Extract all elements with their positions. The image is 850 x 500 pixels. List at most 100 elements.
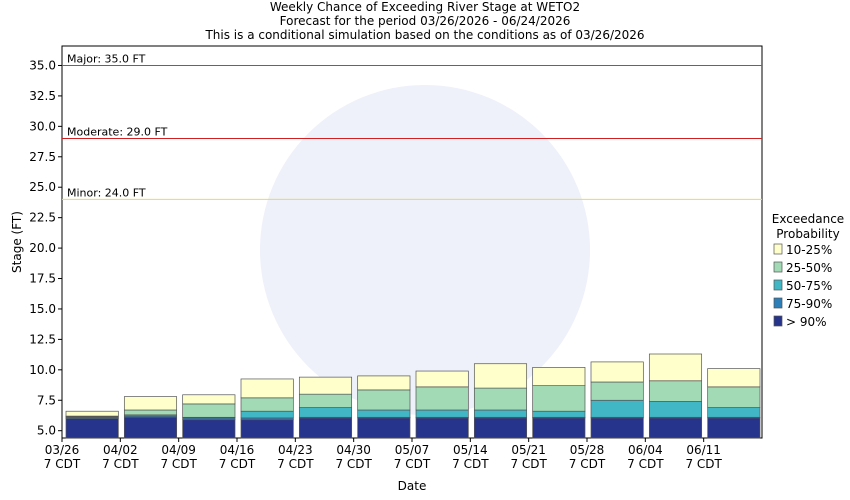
bar-segment	[298, 376, 353, 395]
bar-segment	[707, 386, 761, 408]
bar-segment	[240, 410, 294, 419]
bar-segment	[240, 397, 294, 412]
bar-segment	[123, 409, 178, 416]
y-tick-label: 10.0	[29, 363, 56, 377]
bar-segment	[182, 394, 236, 405]
bar-segment	[648, 417, 703, 439]
legend-label: 10-25%	[786, 243, 832, 257]
y-tick-label: 20.0	[29, 241, 56, 255]
x-tick-sublabel: 7 CDT	[685, 457, 722, 471]
bar-segment	[240, 419, 294, 439]
bar-segment	[357, 375, 411, 391]
chart-subtitle: Forecast for the period 03/26/2026 - 06/…	[280, 14, 571, 28]
bar-segment	[532, 417, 586, 439]
legend-label: 25-50%	[786, 261, 832, 275]
bar-segment	[65, 410, 119, 417]
y-tick-label: 27.5	[29, 150, 56, 164]
bar-segment	[590, 399, 644, 418]
bar-segment	[298, 393, 353, 408]
x-tick-sublabel: 7 CDT	[452, 457, 489, 471]
x-tick-sublabel: 7 CDT	[219, 457, 256, 471]
threshold-label: Major: 35.0 FT	[67, 52, 146, 65]
legend-swatch	[773, 243, 783, 255]
bar-segment	[532, 385, 586, 412]
y-tick-label: 15.0	[29, 302, 56, 316]
bar-segment	[590, 361, 644, 383]
x-tick-sublabel: 7 CDT	[277, 457, 314, 471]
bar-segment	[298, 407, 353, 418]
legend-label: 75-90%	[786, 297, 832, 311]
x-tick-sublabel: 7 CDT	[102, 457, 139, 471]
x-tick-label: 06/04	[628, 443, 663, 457]
bar-segment	[648, 353, 703, 382]
x-tick-label: 05/14	[453, 443, 488, 457]
x-tick-label: 04/02	[103, 443, 138, 457]
y-tick-label: 12.5	[29, 332, 56, 346]
x-tick-sublabel: 7 CDT	[569, 457, 606, 471]
bar-segment	[707, 417, 761, 439]
bar-segment	[123, 396, 178, 411]
y-axis-label: Stage (FT)	[10, 211, 24, 273]
bar-segment	[473, 363, 528, 389]
y-tick-label: 35.0	[29, 58, 56, 72]
bar-segment	[240, 378, 294, 399]
bar-segment	[473, 409, 528, 418]
y-tick-label: 30.0	[29, 119, 56, 133]
x-tick-label: 05/07	[395, 443, 430, 457]
legend-label: 50-75%	[786, 279, 832, 293]
y-tick-label: 32.5	[29, 89, 56, 103]
x-tick-label: 04/09	[161, 443, 196, 457]
bar-segment	[357, 409, 411, 418]
bar-segment	[590, 381, 644, 401]
bar-segment	[707, 407, 761, 418]
watermark	[260, 85, 590, 415]
x-tick-label: 03/26	[45, 443, 80, 457]
x-tick-label: 05/21	[511, 443, 546, 457]
chart-title: Weekly Chance of Exceeding River Stage a…	[270, 0, 580, 14]
legend-title: Exceedance Probability	[771, 212, 845, 241]
bar-segment	[182, 403, 236, 418]
bar-segment	[182, 419, 236, 439]
y-tick-label: 5.0	[37, 424, 56, 438]
x-tick-label: 04/23	[278, 443, 313, 457]
legend-swatch	[773, 315, 783, 327]
chart-note: This is a conditional simulation based o…	[204, 28, 644, 42]
bar-segment	[648, 401, 703, 418]
legend-swatch	[773, 261, 783, 273]
x-tick-label: 05/28	[570, 443, 605, 457]
y-tick-label: 22.5	[29, 211, 56, 225]
legend-label: > 90%	[786, 315, 827, 329]
x-tick-sublabel: 7 CDT	[335, 457, 372, 471]
bar-segment	[532, 367, 586, 387]
legend-swatch	[773, 279, 783, 291]
bar-segment	[298, 417, 353, 439]
x-tick-sublabel: 7 CDT	[510, 457, 547, 471]
bar-segment	[415, 409, 469, 418]
bar-segment	[415, 370, 469, 388]
x-tick-label: 06/11	[686, 443, 721, 457]
bar-segment	[357, 389, 411, 411]
y-tick-label: 17.5	[29, 272, 56, 286]
x-tick-label: 04/16	[220, 443, 255, 457]
bar-segment	[590, 417, 644, 439]
threshold-label: Minor: 24.0 FT	[67, 186, 146, 199]
bar-segment	[648, 380, 703, 402]
y-tick-label: 25.0	[29, 180, 56, 194]
bar-segment	[473, 417, 528, 439]
legend-swatch	[773, 297, 783, 309]
x-tick-sublabel: 7 CDT	[394, 457, 431, 471]
bar-segment	[65, 418, 119, 439]
x-tick-sublabel: 7 CDT	[627, 457, 664, 471]
bar-segment	[357, 417, 411, 439]
x-axis-label: Date	[398, 479, 427, 493]
x-tick-label: 04/30	[336, 443, 371, 457]
x-tick-sublabel: 7 CDT	[160, 457, 197, 471]
threshold-label: Moderate: 29.0 FT	[67, 126, 168, 139]
bar-segment	[415, 386, 469, 411]
bar-segment	[532, 410, 586, 418]
x-tick-sublabel: 7 CDT	[44, 457, 81, 471]
y-tick-label: 7.5	[37, 393, 56, 407]
bar-segment	[707, 368, 761, 388]
bar-segment	[123, 416, 178, 439]
